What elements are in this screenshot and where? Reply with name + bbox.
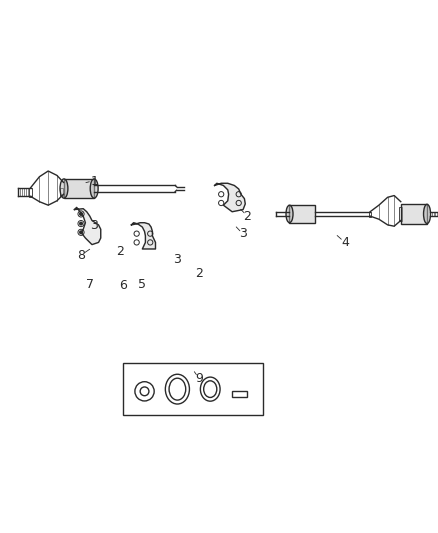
Text: 1: 1	[90, 175, 98, 188]
Text: 7: 7	[86, 278, 94, 290]
Text: 6: 6	[119, 279, 127, 292]
Circle shape	[80, 222, 82, 225]
Bar	[289, 205, 315, 223]
Text: 3: 3	[173, 253, 181, 266]
Bar	[60, 188, 63, 196]
Polygon shape	[131, 223, 155, 249]
Bar	[123, 363, 263, 415]
Text: 2: 2	[195, 266, 203, 280]
Bar	[64, 179, 94, 198]
Ellipse shape	[60, 179, 68, 198]
Text: 9: 9	[195, 372, 203, 385]
Ellipse shape	[90, 179, 98, 198]
Text: 3: 3	[90, 219, 98, 232]
Text: 5: 5	[138, 278, 146, 291]
Bar	[289, 205, 315, 223]
Ellipse shape	[286, 205, 293, 223]
Text: 3: 3	[239, 227, 247, 240]
Ellipse shape	[424, 204, 431, 223]
Circle shape	[80, 213, 82, 215]
Polygon shape	[74, 207, 101, 245]
Bar	[232, 391, 247, 397]
Bar	[401, 204, 427, 223]
Bar	[369, 212, 371, 217]
Bar	[29, 188, 32, 197]
Bar	[399, 207, 402, 221]
Bar	[64, 179, 94, 198]
Text: 4: 4	[341, 236, 349, 249]
Circle shape	[80, 231, 82, 233]
Polygon shape	[215, 183, 245, 212]
Text: 8: 8	[77, 249, 85, 262]
Text: 2: 2	[244, 209, 251, 223]
Bar	[401, 204, 427, 223]
Text: 2: 2	[117, 245, 124, 257]
